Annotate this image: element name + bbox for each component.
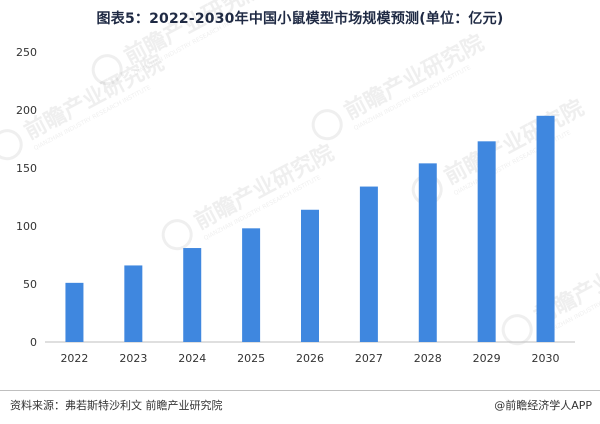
watermark-logo-icon bbox=[0, 129, 23, 161]
bar-2024 bbox=[183, 248, 202, 342]
credit-note: @前瞻经济学人APP bbox=[494, 399, 592, 412]
x-tick-label: 2024 bbox=[178, 352, 206, 365]
watermark-logo-icon bbox=[501, 314, 533, 346]
x-tick-label: 2023 bbox=[119, 352, 147, 365]
bar-2026 bbox=[301, 209, 319, 342]
y-tick-label: 150 bbox=[16, 162, 37, 175]
watermark-logo-icon bbox=[311, 109, 343, 141]
bars-group bbox=[65, 115, 555, 342]
bar-2025 bbox=[242, 228, 261, 342]
bar-2029 bbox=[477, 141, 496, 342]
bar-2030 bbox=[536, 115, 555, 342]
footer-divider bbox=[0, 390, 600, 391]
watermark-logo-icon bbox=[161, 219, 193, 251]
bar-2028 bbox=[418, 163, 437, 342]
source-note: 资料来源：弗若斯特沙利文 前瞻产业研究院 bbox=[10, 399, 223, 412]
y-tick-label: 100 bbox=[16, 220, 37, 233]
watermark-text: 前瞻产业研究院 bbox=[440, 95, 588, 190]
x-tick-label: 2025 bbox=[237, 352, 265, 365]
x-tick-label: 2028 bbox=[414, 352, 442, 365]
x-tick-label: 2030 bbox=[532, 352, 560, 365]
y-tick-label: 250 bbox=[16, 46, 37, 59]
x-tick-label: 2029 bbox=[473, 352, 501, 365]
x-tick-label: 2026 bbox=[296, 352, 324, 365]
y-tick-label: 0 bbox=[30, 336, 37, 349]
y-axis: 0 50 100 150 200 250 bbox=[16, 46, 37, 349]
watermark-logo-icon bbox=[91, 54, 123, 86]
y-tick-label: 50 bbox=[23, 278, 37, 291]
bar-2023 bbox=[124, 265, 143, 342]
x-tick-label: 2027 bbox=[355, 352, 383, 365]
chart-title: 图表5：2022-2030年中国小鼠模型市场规模预测(单位：亿元) bbox=[96, 11, 504, 27]
y-tick-label: 200 bbox=[16, 104, 37, 117]
watermark-text: 前瞻产业研究院 bbox=[340, 30, 488, 125]
bar-2027 bbox=[359, 186, 378, 342]
x-axis: 2022 2023 2024 2025 2026 2027 2028 2029 2030 bbox=[60, 352, 559, 365]
x-tick-label: 2022 bbox=[60, 352, 88, 365]
bar-2022 bbox=[65, 282, 84, 342]
